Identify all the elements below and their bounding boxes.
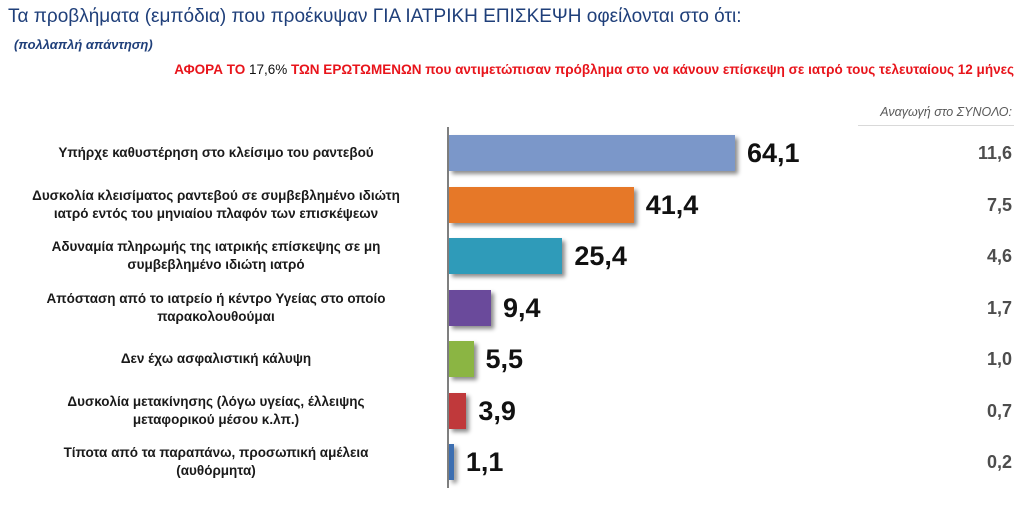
category-label: Τίποτα από τα παραπάνω, προσωπική αμέλει…: [0, 444, 432, 480]
category-label-line: Δυσκολία κλεισίματος ραντεβού σε συμβεβλ…: [32, 187, 400, 203]
category-label-line: ιατρό εντός του μηνιαίου πλαφόν των επισ…: [53, 205, 379, 221]
bar-value-label: 25,4: [574, 241, 627, 271]
bar: [449, 289, 491, 326]
total-value-label: 7,5: [986, 194, 1012, 215]
total-value-label: 1,7: [986, 297, 1012, 318]
total-value-label: 1,0: [986, 349, 1012, 369]
bar: [449, 135, 735, 171]
bar-value-label: 5,5: [485, 344, 524, 374]
total-divider: [858, 125, 1014, 126]
category-axis: [447, 127, 449, 488]
base-note-percent: 17,6%: [248, 62, 288, 77]
category-label: Δυσκολία μετακίνησης (λόγω υγείας, έλλει…: [0, 393, 432, 429]
category-label-line: Δυσκολία μετακίνησης (λόγω υγείας, έλλει…: [67, 393, 365, 409]
bar-value-label: 9,4: [502, 292, 541, 323]
bar: [449, 444, 454, 480]
total-value-label: 4,6: [986, 246, 1012, 266]
base-note-prefix: ΑΦΟΡΑ ΤΟ: [174, 62, 249, 77]
category-label: Απόσταση από το ιατρείο ή κέντρο Υγείας …: [0, 290, 432, 326]
category-label: Αδυναμία πληρωμής της ιατρικής επίσκεψης…: [0, 238, 432, 274]
category-label-line: (αυθόρμητα): [176, 463, 256, 478]
category-label-line: Τίποτα από τα παραπάνω, προσωπική αμέλει…: [63, 445, 369, 460]
category-label-line: Δεν έχω ασφαλιστική κάλυψη: [120, 351, 312, 366]
bar: [449, 341, 474, 377]
bar: [449, 392, 467, 429]
base-note-suffix: ΤΩΝ ΕΡΩΤΩΜΕΝΩΝ που αντιμετώπισαν πρόβλημ…: [287, 62, 1014, 77]
category-label-line: συμβεβλημένο ιδιώτη ιατρό: [127, 257, 305, 272]
base-note: ΑΦΟΡΑ ΤΟ 17,6% ΤΩΝ ΕΡΩΤΩΜΕΝΩΝ που αντιμε…: [174, 62, 1014, 77]
category-label-line: Υπήρχε καθυστέρηση στο κλείσιμο του ραντ…: [58, 145, 374, 160]
bar-value-label: 64,1: [746, 138, 800, 168]
bar-value-label: 1,1: [465, 447, 504, 477]
chart-subtitle: (πολλαπλή απάντηση): [14, 37, 153, 52]
category-label-line: Αδυναμία πληρωμής της ιατρικής επίσκεψης…: [51, 239, 381, 254]
total-value-label: 0,7: [986, 400, 1012, 421]
category-label: Δυσκολία κλεισίματος ραντεβού σε συμβεβλ…: [0, 187, 432, 223]
bar: [449, 238, 563, 274]
total-caption: Αναγωγή στο ΣΥΝΟΛΟ:: [880, 105, 1012, 119]
total-value-label: 11,6: [977, 143, 1012, 163]
category-label-line: Απόσταση από το ιατρείο ή κέντρο Υγείας …: [46, 290, 386, 306]
bar-value-label: 41,4: [645, 189, 699, 220]
category-label-line: παρακολουθούμαι: [157, 308, 275, 324]
chart-title: Τα προβλήματα (εμπόδια) που προέκυψαν ΓΙ…: [8, 6, 742, 27]
bar: [449, 186, 634, 223]
category-label: Υπήρχε καθυστέρηση στο κλείσιμο του ραντ…: [0, 144, 432, 162]
total-value-label: 0,2: [986, 452, 1012, 472]
category-label-line: μεταφορικού μέσου κ.λπ.): [132, 411, 300, 427]
bar-value-label: 3,9: [478, 395, 516, 426]
category-label: Δεν έχω ασφαλιστική κάλυψη: [0, 350, 432, 368]
